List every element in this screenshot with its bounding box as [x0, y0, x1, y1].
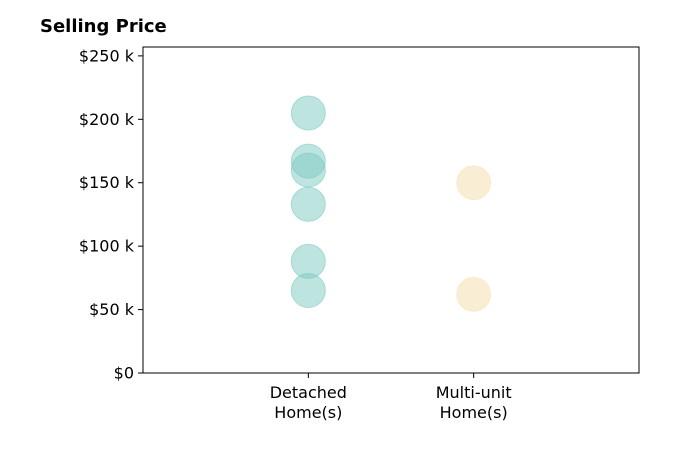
y-tick-label: $0: [114, 364, 134, 383]
data-point: [290, 152, 326, 188]
data-point: [456, 165, 492, 201]
x-tick-label: Detached Home(s): [270, 383, 347, 422]
y-tick-label: $50 k: [89, 300, 135, 319]
x-axis: Detached Home(s) Multi-unit Home(s): [270, 373, 512, 422]
data-point: [290, 95, 326, 131]
y-tick-label: $150 k: [79, 173, 135, 192]
y-tick-label: $250 k: [79, 46, 135, 65]
y-tick-label: $200 k: [79, 110, 135, 129]
data-point: [290, 186, 326, 222]
data-point: [290, 273, 326, 309]
y-tick-label: $100 k: [79, 237, 135, 256]
y-axis: $0 $50 k $100 k $150 k $200 k $250 k: [79, 46, 143, 383]
data-point: [456, 276, 492, 312]
plot-frame: [142, 46, 640, 374]
chart-title: Selling Price: [40, 16, 167, 37]
x-tick-label: Multi-unit Home(s): [436, 383, 512, 422]
points-layer: [290, 95, 492, 312]
